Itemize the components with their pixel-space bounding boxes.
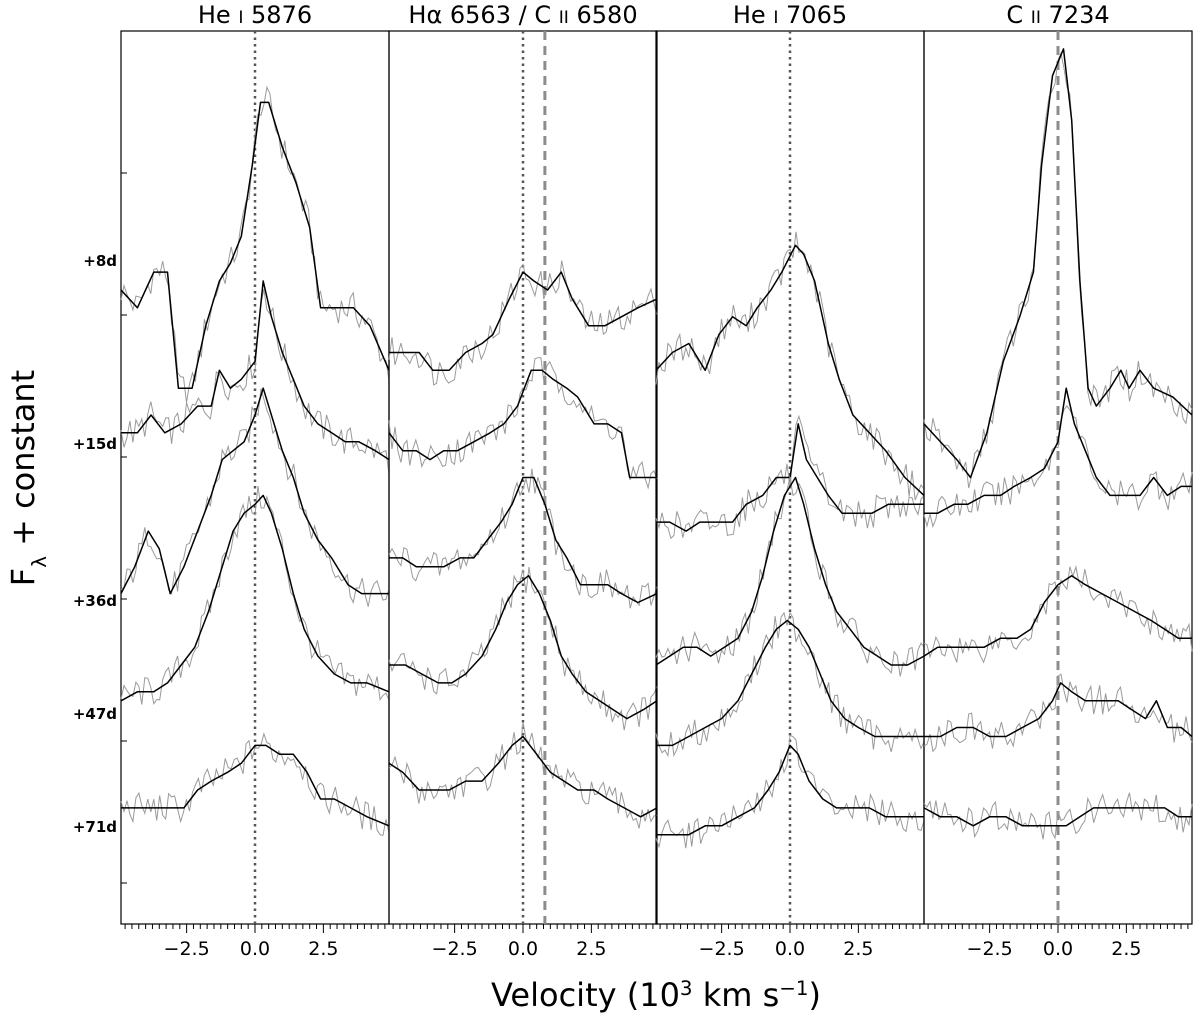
text-part: He <box>198 1 238 29</box>
x-tick-label: 0.0 <box>775 938 805 960</box>
text-part: 3 <box>680 977 693 1000</box>
x-tick-label: −2.5 <box>432 938 478 960</box>
smoothed-spectrum-+47d <box>120 494 390 702</box>
x-tick-label: 2.5 <box>576 938 606 960</box>
text-part: 5876 <box>243 1 312 29</box>
raw-spectrum-+71d <box>120 732 390 836</box>
epoch-label-+8d: +8d <box>83 252 117 270</box>
smoothed-spectrum-+71d <box>388 735 658 818</box>
text-part: 6563 / C <box>442 1 558 29</box>
x-tick-label: 0.0 <box>240 938 270 960</box>
panels-layer: −2.5 0.0 2.5 He I 5876 −2.5 0.0 2.5 Hα 6563 / C… <box>120 1 1193 960</box>
y-axis-label: Fλ + constant <box>4 370 51 586</box>
panel-title-4: C II 7234 <box>1006 1 1109 29</box>
smoothed-spectrum-+15d <box>656 423 924 532</box>
smoothed-spectrum-+47d <box>924 682 1193 738</box>
panel-frame <box>120 30 390 925</box>
panel-frame <box>923 30 1193 925</box>
text-part: F <box>4 568 42 586</box>
panel-1: −2.5 0.0 2.5 He I 5876 <box>120 1 390 960</box>
text-part: α <box>426 1 442 29</box>
x-axis-label: Velocity (103 km s−1) <box>491 976 821 1014</box>
raw-spectrum-+71d <box>388 722 658 829</box>
x-tick-label: 2.5 <box>843 938 873 960</box>
text-part: λ <box>28 556 51 568</box>
text-part: ) <box>809 976 821 1014</box>
epoch-label-+71d: +71d <box>73 818 117 836</box>
text-part: + constant <box>4 370 42 556</box>
text-part: 7234 <box>1041 1 1110 29</box>
x-tick-label: 2.5 <box>308 938 338 960</box>
raw-spectrum-+15d <box>923 405 1193 529</box>
smoothed-spectrum-+15d <box>388 369 657 479</box>
smoothed-spectrum-+36d <box>389 476 658 604</box>
smoothed-spectrum-+71d <box>923 807 1192 827</box>
text-part: He <box>733 1 773 29</box>
text-part: −1 <box>779 977 808 1000</box>
raw-spectrum-+47d <box>655 611 925 758</box>
text-part: H <box>408 1 426 29</box>
raw-spectrum-+71d <box>655 734 925 849</box>
text-part: 6580 <box>569 1 638 29</box>
text-part: I <box>238 8 243 28</box>
raw-spectrum-+8d <box>120 85 390 403</box>
smoothed-spectrum-+47d <box>656 619 924 747</box>
smoothed-spectrum-+15d <box>924 387 1192 514</box>
smoothed-spectrum-+8d <box>120 101 390 389</box>
raw-spectrum-+15d <box>120 289 390 475</box>
panel-3: −2.5 0.0 2.5 He I 7065 <box>655 1 925 960</box>
panel-title-3: He I 7065 <box>733 1 847 29</box>
raw-spectrum-+8d <box>655 231 925 501</box>
text-part: 7065 <box>778 1 847 29</box>
smoothed-spectrum-+8d <box>655 244 925 496</box>
text-part: II <box>559 8 569 28</box>
epoch-label-+47d: +47d <box>73 705 117 723</box>
panel-title-2: Hα 6563 / C II 6580 <box>408 1 637 29</box>
epoch-label-+36d: +36d <box>73 592 117 610</box>
smoothed-spectrum-+36d <box>655 476 925 666</box>
epoch-label-+15d: +15d <box>73 435 117 453</box>
raw-spectrum-+71d <box>923 792 1193 840</box>
x-tick-label: −2.5 <box>164 938 210 960</box>
smoothed-spectrum-+71d <box>121 744 390 827</box>
labels-layer: +8d +15d +36d +47d +71d <box>73 252 117 836</box>
x-tick-label: 2.5 <box>1111 938 1141 960</box>
x-tick-label: −2.5 <box>699 938 745 960</box>
raw-spectrum-+36d <box>388 468 658 609</box>
smoothed-spectrum-+36d <box>923 574 1192 657</box>
raw-spectrum-+47d <box>388 567 658 731</box>
smoothed-spectrum-+47d <box>389 574 658 720</box>
text-part: I <box>773 8 778 28</box>
raw-spectrum-+8d <box>923 51 1193 489</box>
raw-spectrum-+36d <box>655 476 925 677</box>
text-part: km s <box>693 976 780 1014</box>
x-tick-label: 0.0 <box>508 938 538 960</box>
raw-spectrum-+15d <box>388 357 658 490</box>
text-part: II <box>1031 8 1041 28</box>
panel-4: −2.5 0.0 2.5 C II 7234 <box>923 1 1193 960</box>
x-tick-label: 0.0 <box>1043 938 1073 960</box>
text-part: C <box>1006 1 1030 29</box>
raw-spectrum-+47d <box>120 486 390 705</box>
raw-spectrum-+47d <box>923 673 1193 753</box>
smoothed-spectrum-+15d <box>121 280 390 461</box>
panel-title-1: He I 5876 <box>198 1 312 29</box>
text-part: Velocity (10 <box>491 976 680 1014</box>
smoothed-spectrum-+71d <box>656 744 924 836</box>
panel-2: −2.5 0.0 2.5 Hα 6563 / C II 6580 <box>388 1 658 960</box>
smoothed-spectrum-+8d <box>923 48 1193 479</box>
x-tick-label: −2.5 <box>967 938 1013 960</box>
smoothed-spectrum-+8d <box>389 271 658 372</box>
smoothed-spectrum-+36d <box>120 387 389 595</box>
raw-spectrum-+15d <box>655 414 925 540</box>
